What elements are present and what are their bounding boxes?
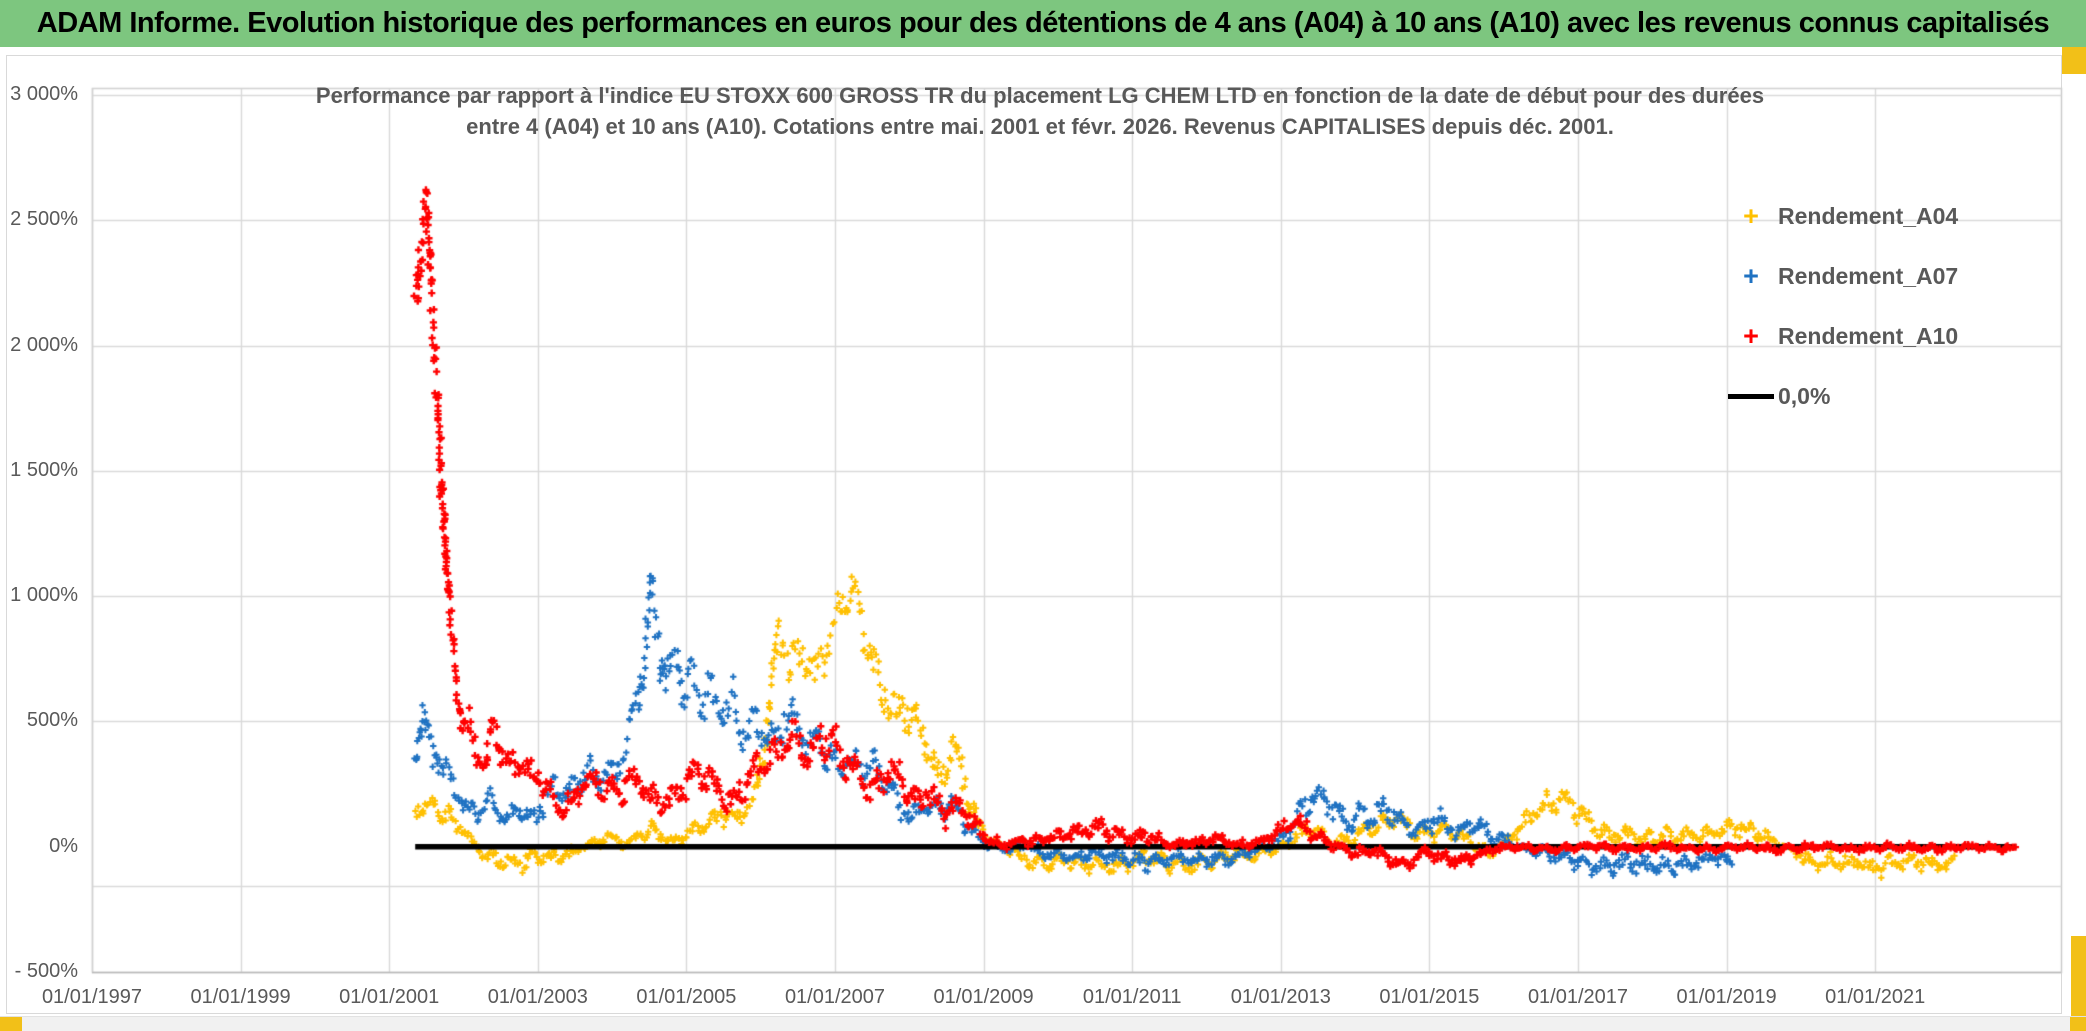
y-axis-tick-label: 0% xyxy=(49,834,78,857)
legend-label: Rendement_A10 xyxy=(1778,322,1959,349)
x-axis-tick-label: 01/01/2011 xyxy=(1082,986,1182,1008)
x-axis-tick-label: 01/01/2005 xyxy=(636,986,737,1008)
legend-label: Rendement_A04 xyxy=(1778,202,1959,229)
legend-item[interactable]: + Rendement_A07 xyxy=(1728,246,1958,306)
y-axis-tick-label: 1 000% xyxy=(10,584,78,607)
right-scrollbar-thumb[interactable] xyxy=(2062,47,2086,74)
x-axis-tick-label: 01/01/2019 xyxy=(1676,986,1777,1008)
legend-line-marker-icon xyxy=(1728,393,1774,399)
chart-title-line-1: Performance par rapport à l'indice EU ST… xyxy=(315,83,1765,108)
right-scrollbar-lower-thumb[interactable] xyxy=(2071,936,2086,1016)
legend-plus-marker-icon: + xyxy=(1743,320,1759,351)
x-axis-tick-label: 01/01/1999 xyxy=(190,986,291,1008)
y-axis-tick-label: - 500% xyxy=(14,960,78,982)
legend-item[interactable]: + Rendement_A04 xyxy=(1728,186,1958,246)
x-axis-tick-label: 01/01/2015 xyxy=(1379,986,1480,1008)
x-axis-tick-label: 01/01/2003 xyxy=(487,986,588,1008)
x-axis-tick-label: 01/01/1997 xyxy=(41,986,143,1008)
x-axis-tick-label: 01/01/2021 xyxy=(1825,986,1926,1008)
legend-item[interactable]: + Rendement_A10 xyxy=(1728,306,1958,366)
legend-label: 0,0% xyxy=(1778,382,1831,409)
legend-item[interactable]: 0,0% xyxy=(1728,366,1958,426)
chart-title-line-2: entre 4 (A04) et 10 ans (A10). Cotations… xyxy=(466,114,1614,139)
bottom-scrollbar-thumb[interactable] xyxy=(0,1017,22,1031)
scrollbar-corner xyxy=(2070,1017,2086,1031)
y-axis-tick-label: 3 000% xyxy=(10,82,78,105)
x-axis-tick-label: 01/01/2001 xyxy=(339,986,440,1008)
chart-title: Performance par rapport à l'indice EU ST… xyxy=(240,80,1840,142)
y-axis-tick-label: 2 000% xyxy=(10,333,78,356)
x-axis-tick-label: 01/01/2013 xyxy=(1230,986,1331,1008)
y-axis-tick-label: 2 500% xyxy=(10,208,78,231)
bottom-scrollbar[interactable] xyxy=(0,1016,2086,1031)
x-axis-tick-label: 01/01/2017 xyxy=(1527,986,1629,1008)
legend-plus-marker-icon: + xyxy=(1743,200,1759,231)
x-axis-tick-label: 01/01/2009 xyxy=(933,986,1034,1008)
legend-plus-marker-icon: + xyxy=(1743,260,1759,291)
y-axis-tick-label: 1 500% xyxy=(10,458,78,481)
legend-label: Rendement_A07 xyxy=(1778,262,1959,289)
chart-legend: + Rendement_A04 + Rendement_A07 + Rendement_A… xyxy=(1728,186,1958,426)
y-axis-tick-label: 500% xyxy=(26,709,78,732)
x-axis-tick-label: 01/01/2007 xyxy=(784,986,886,1008)
